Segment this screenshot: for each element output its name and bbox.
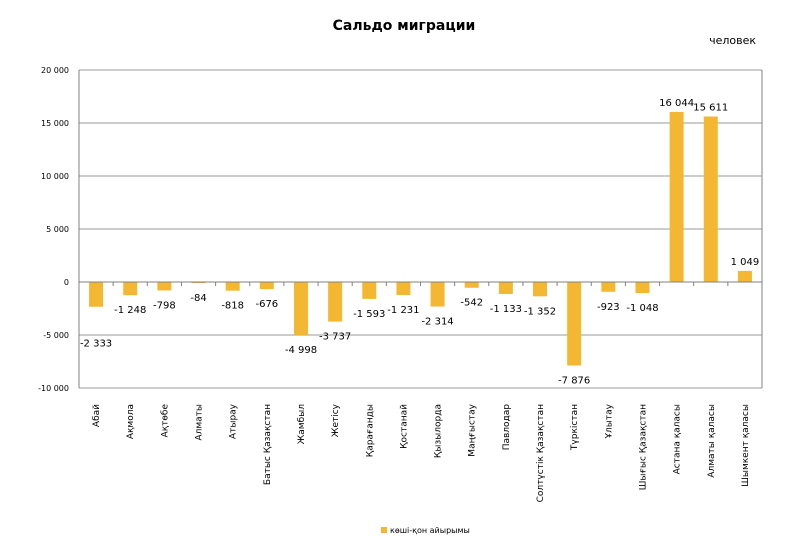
x-tick-label: Жетісу (331, 403, 341, 437)
bar (225, 282, 240, 291)
y-tick-label: -10 000 (38, 384, 69, 393)
bar (328, 282, 343, 322)
x-tick-label: Атырау (229, 403, 239, 439)
data-label: -798 (153, 300, 176, 311)
y-tick-label: 0 (64, 278, 69, 287)
gridlines (79, 69, 762, 389)
x-tick-label: Шығыс Қазақстан (638, 404, 648, 490)
data-label: 15 611 (693, 103, 728, 114)
bar (259, 282, 274, 290)
bar (430, 282, 445, 307)
y-tick-label: 10 000 (41, 172, 69, 181)
chart-title: Сальдо миграции (333, 18, 476, 34)
x-tick-label: Астана қаласы (673, 404, 683, 474)
y-tick-label: 5 000 (46, 225, 69, 234)
data-label: -2 333 (80, 339, 112, 350)
x-tick-label: Қостанай (399, 404, 409, 449)
x-tick-label: Ақмола (126, 404, 136, 439)
y-tick-label: -5 000 (43, 331, 69, 340)
data-label: -1 231 (387, 305, 419, 316)
data-label: -923 (597, 302, 620, 313)
bar (293, 282, 308, 335)
x-tick-label: Павлодар (502, 404, 512, 451)
bar (669, 111, 684, 283)
x-tick-label: Қызылорда (434, 404, 444, 458)
data-label: -818 (221, 301, 244, 312)
y-tick-label: 20 000 (41, 66, 69, 75)
bar (703, 116, 718, 282)
data-labels: -2 333 -1 248 -798 -84 -818 -676 -4 998-3 737 -… (80, 98, 759, 387)
data-label: 16 044 (659, 98, 694, 109)
bar (362, 282, 377, 299)
bar (498, 282, 513, 295)
unit-label: человек (709, 34, 756, 47)
y-axis-ticks: -10 000 -5 000 0 5 000 10 000 15 000 20 000 (38, 66, 69, 393)
data-label: -1 048 (626, 303, 658, 314)
x-tick-label: Түркістан (570, 404, 580, 451)
data-label: -3 737 (319, 332, 351, 343)
x-tick-label: Шымкент қаласы (741, 404, 751, 487)
data-label: -84 (190, 293, 206, 304)
axes (78, 70, 763, 388)
y-tick-label: 15 000 (41, 119, 69, 128)
data-label: -1 352 (524, 306, 556, 317)
data-label: -542 (460, 298, 483, 309)
x-tick-label: Маңғыстау (468, 403, 478, 456)
x-tick-label: Солтүстік Қазақстан (536, 404, 546, 502)
legend-label: көші-қон айырымы (390, 526, 470, 535)
data-label: -2 314 (421, 317, 453, 328)
x-axis-labels: Абай Ақмола Ақтөбе Алматы Атырау Батыс Қазақс… (92, 403, 751, 502)
bar (157, 282, 172, 291)
data-label: -4 998 (285, 345, 317, 356)
bar (89, 282, 104, 307)
data-label: 1 049 (731, 257, 760, 268)
data-label: -1 248 (114, 305, 146, 316)
x-tick-label: Қарағанды (365, 404, 375, 457)
bar (396, 282, 411, 296)
bar (123, 282, 138, 296)
bar (737, 270, 752, 282)
x-tick-label: Ақтөбе (160, 404, 170, 438)
bar (567, 282, 582, 366)
bar (635, 282, 650, 294)
data-label: -1 593 (353, 309, 385, 320)
data-label: -1 133 (490, 304, 522, 315)
x-tick-label: Алматы (195, 404, 205, 441)
data-label: -7 876 (558, 375, 590, 386)
x-tick-label: Абай (92, 404, 102, 427)
legend-swatch (381, 527, 387, 533)
bar (464, 282, 479, 288)
x-tick-label: Алматы қаласы (707, 404, 717, 478)
x-tick-label: Батыс Қазақстан (263, 404, 273, 485)
legend: көші-қон айырымы (381, 526, 470, 535)
x-tick-label: Ұлытау (604, 403, 614, 439)
data-label: -676 (255, 299, 278, 310)
bars (89, 111, 752, 366)
bar (601, 282, 616, 292)
x-tick-label: Жамбыл (297, 404, 307, 444)
bar (533, 282, 548, 297)
